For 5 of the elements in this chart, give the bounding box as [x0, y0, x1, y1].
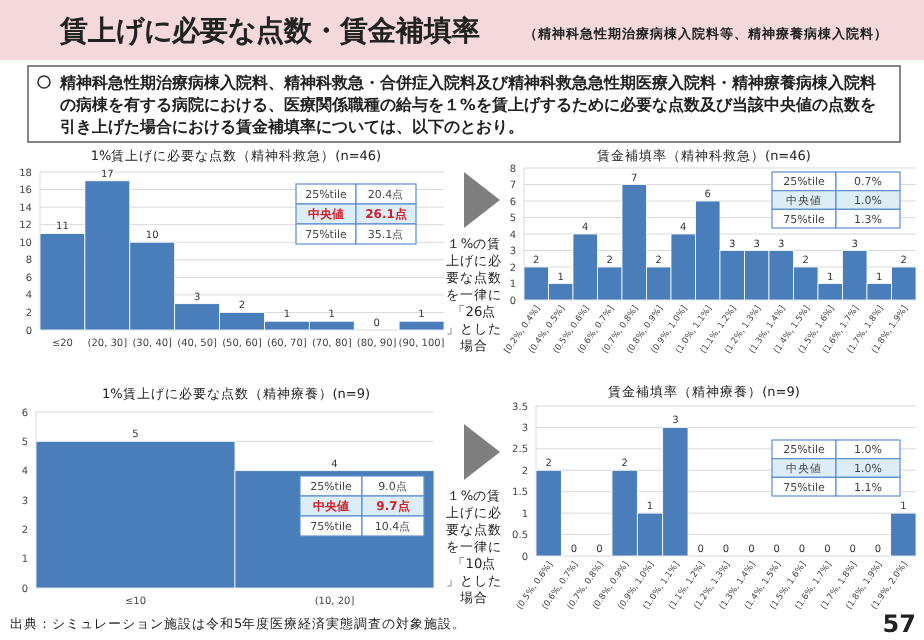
bar: [535, 469, 562, 557]
bar: [890, 512, 917, 557]
text: 賃上げに必要な点数・賃金補填率: [58, 14, 480, 48]
bar: [398, 320, 445, 331]
text: 57: [882, 610, 916, 638]
